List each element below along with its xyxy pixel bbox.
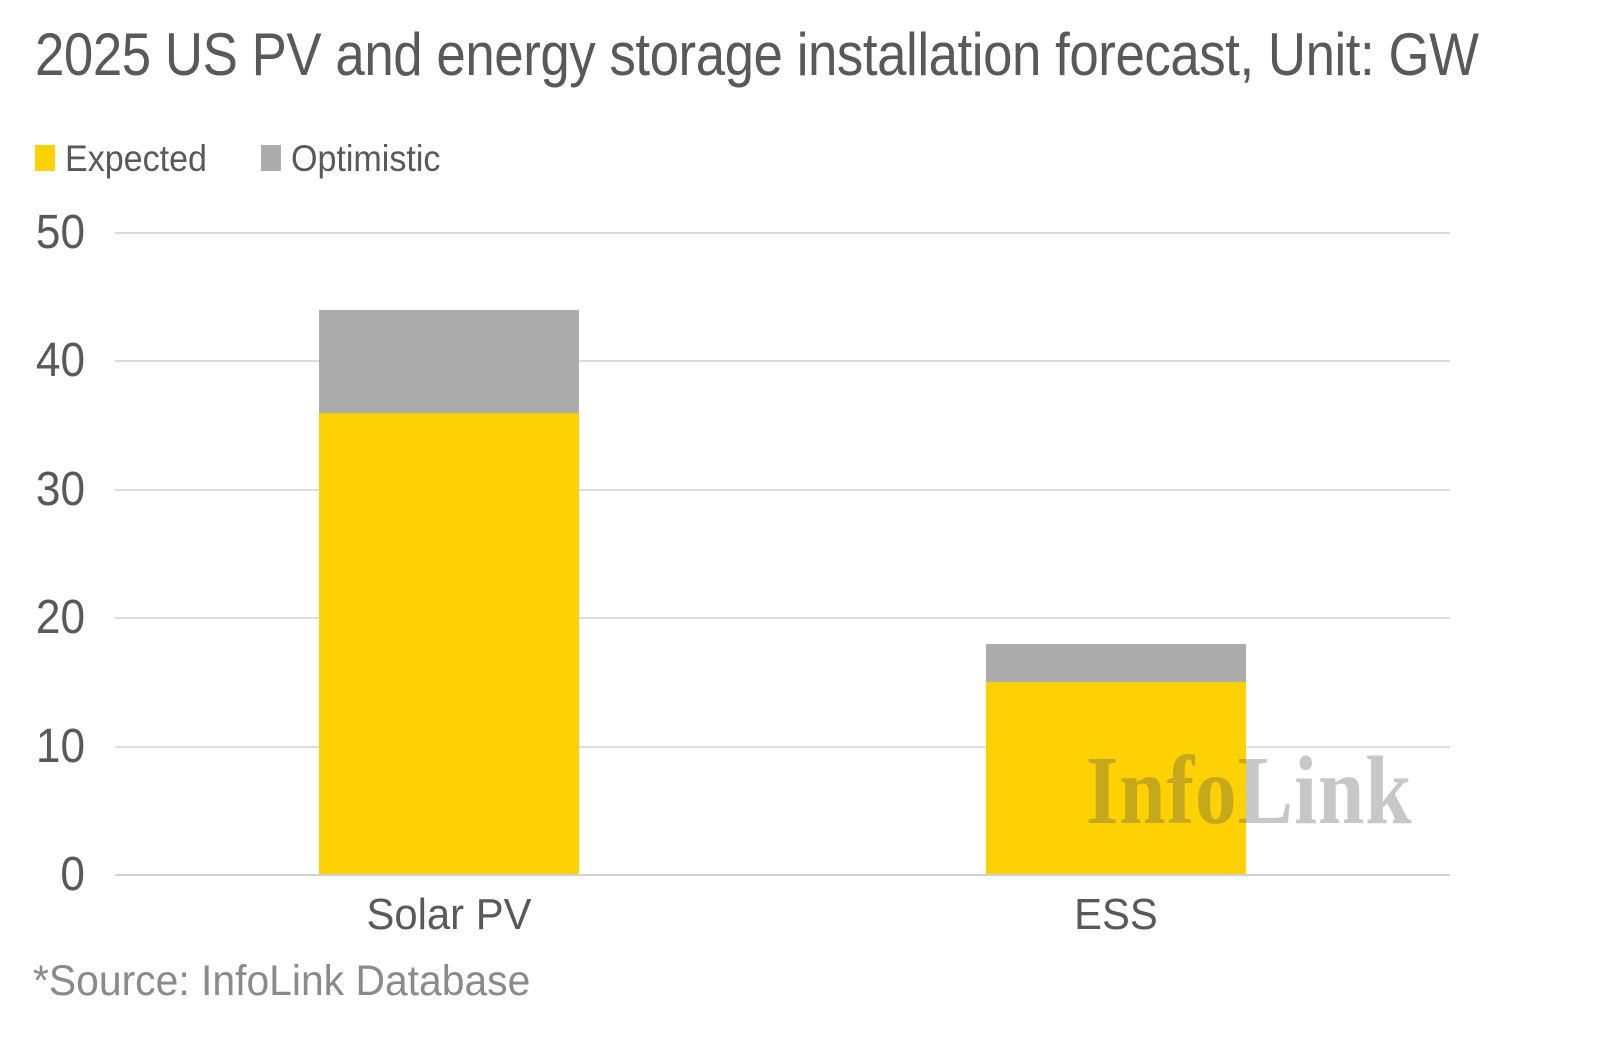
y-tick-label-30: 30 — [35, 462, 85, 516]
chart-title: 2025 US PV and energy storage installati… — [35, 21, 1479, 88]
gridline-50 — [115, 232, 1450, 234]
bar-ess — [986, 643, 1247, 875]
y-tick-label-0: 0 — [60, 848, 85, 901]
y-tick-label-40: 40 — [35, 334, 85, 388]
gridline-0 — [115, 874, 1450, 876]
legend: Expected Optimistic — [35, 138, 454, 178]
legend-label-expected: Expected — [65, 137, 207, 179]
category-label-ess: ESS — [1074, 890, 1159, 939]
legend-item-optimistic: Optimistic — [261, 140, 453, 177]
category-label-solar-pv: Solar PV — [366, 890, 532, 939]
gridline-40 — [115, 360, 1450, 363]
y-tick-label-20: 20 — [35, 591, 85, 645]
legend-swatch-optimistic-icon — [261, 145, 282, 171]
legend-swatch-expected-icon — [35, 145, 55, 171]
y-tick-label-50: 50 — [35, 206, 85, 259]
bar-segment-optimistic-solar-pv — [318, 310, 579, 413]
gridline-30 — [115, 488, 1450, 491]
gridline-20 — [115, 617, 1450, 620]
bar-solar-pv — [318, 310, 579, 875]
legend-item-expected: Expected — [35, 140, 219, 177]
bar-segment-expected-ess — [986, 682, 1247, 875]
bar-segment-optimistic-ess — [986, 643, 1247, 683]
plot-area — [115, 232, 1450, 876]
legend-label-optimistic: Optimistic — [291, 137, 441, 179]
source-note: *Source: InfoLink Database — [33, 957, 531, 1005]
gridline-10 — [115, 745, 1450, 748]
bar-segment-expected-solar-pv — [318, 412, 579, 875]
y-tick-label-10: 10 — [35, 719, 85, 773]
